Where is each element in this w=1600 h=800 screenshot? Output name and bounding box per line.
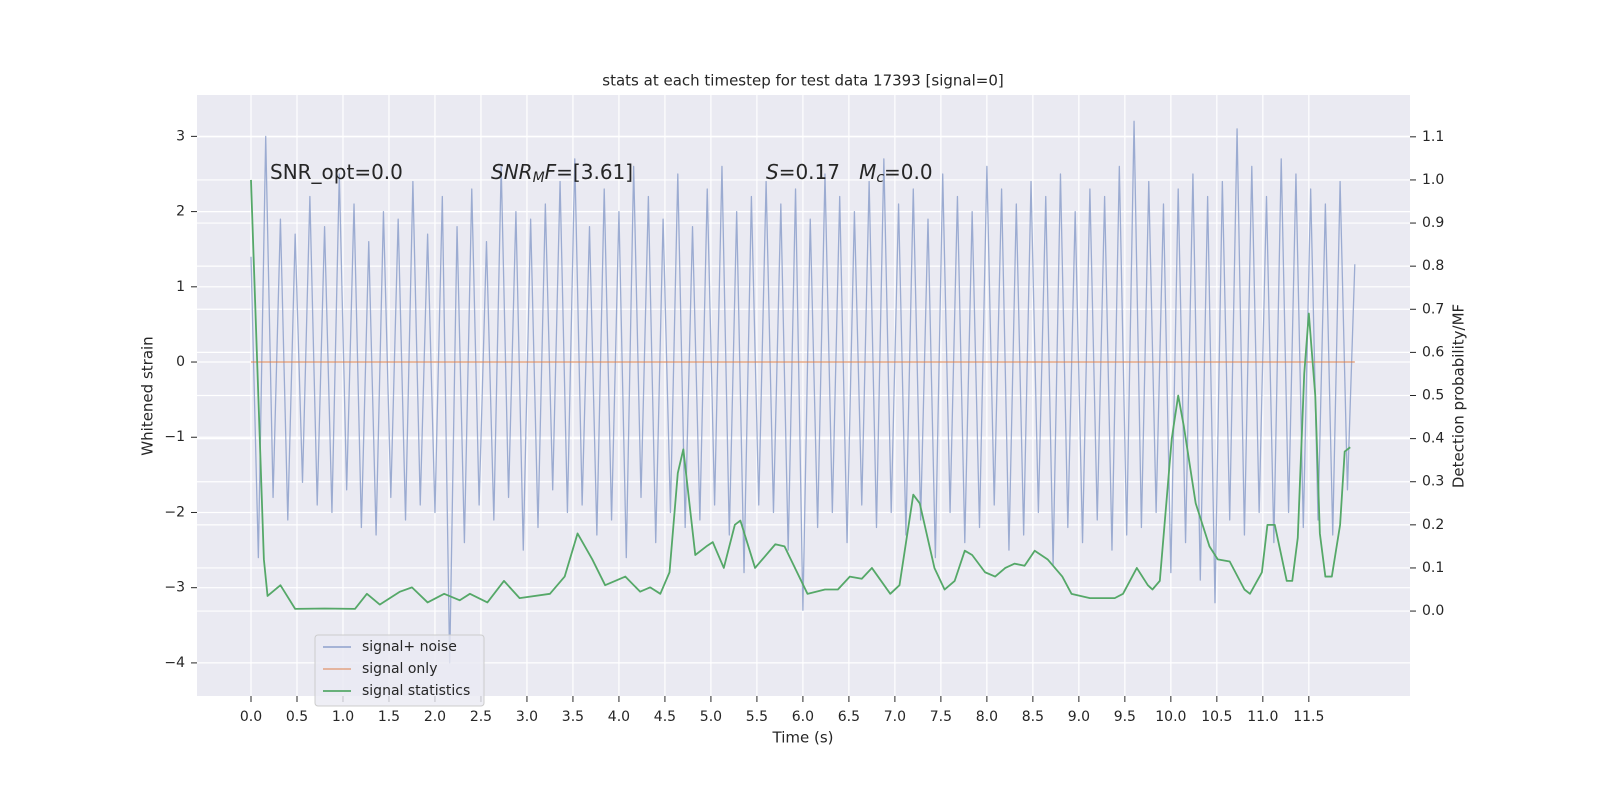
x-tick-label: 7.5	[930, 709, 952, 725]
annotation-part: =[3.61]	[556, 160, 633, 184]
series-line	[250, 120, 1356, 664]
x-tick-label: 4.5	[654, 709, 676, 725]
y-tick-label: −4	[164, 655, 185, 671]
annotation-part: M	[859, 160, 876, 184]
annotation: S=0.17 Mc=0.0	[766, 160, 933, 187]
x-tick-label: 8.5	[1022, 709, 1044, 725]
legend-box	[314, 634, 485, 707]
x-tick-label: 10.5	[1201, 709, 1232, 725]
y2-tick-label: 0.0	[1422, 603, 1444, 619]
y2-axis-label: Detection probability/MF	[1450, 304, 1468, 488]
annotation-part: SNR	[491, 160, 533, 184]
y-tick-label: 1	[176, 279, 185, 295]
chart-title: stats at each timestep for test data 173…	[602, 72, 1003, 90]
x-tick-label: 4.0	[608, 709, 630, 725]
y2-tick-label: 0.2	[1422, 517, 1444, 533]
annotation: SNR_opt=0.0	[270, 160, 403, 184]
x-tick-label: 8.0	[976, 709, 998, 725]
legend-label: signal+ noise	[362, 639, 457, 655]
x-tick-label: 1.5	[378, 709, 400, 725]
x-axis-label: Time (s)	[772, 729, 834, 747]
y-axis-label: Whitened strain	[139, 336, 157, 455]
annotation-part: =0.17	[779, 160, 859, 184]
legend: signal+ noise signal only signal statistic…	[314, 634, 485, 707]
x-tick-label: 5.0	[700, 709, 722, 725]
legend-label: signal only	[362, 661, 437, 677]
y2-tick-label: 1.0	[1422, 172, 1444, 188]
annotation: SNRMF=[3.61]	[491, 160, 633, 187]
annotation-part: c	[876, 170, 884, 186]
annotation-part: =0.0	[884, 160, 933, 184]
y2-tick-label: 0.8	[1422, 258, 1444, 274]
y2-tick-label: 0.5	[1422, 388, 1444, 404]
y-tick-label: −3	[164, 580, 185, 596]
y-tick-label: 0	[176, 354, 185, 370]
y-tick-label: 2	[176, 204, 185, 220]
annotation-part: S	[766, 160, 779, 184]
x-tick-label: 9.5	[1114, 709, 1136, 725]
y-tick-label: 3	[176, 128, 185, 144]
x-tick-label: 7.0	[884, 709, 906, 725]
x-tick-label: 11.0	[1247, 709, 1278, 725]
x-tick-label: 10.0	[1155, 709, 1186, 725]
annotation-part: F	[545, 160, 557, 184]
x-tick-label: 11.5	[1293, 709, 1324, 725]
y-tick-label: −2	[164, 504, 185, 520]
x-tick-label: 9.0	[1068, 709, 1090, 725]
legend-label: signal statistics	[362, 683, 470, 699]
x-tick-label: 6.5	[838, 709, 860, 725]
y2-tick-label: 0.3	[1422, 474, 1444, 490]
x-tick-label: 6.0	[792, 709, 814, 725]
y2-tick-label: 1.1	[1422, 129, 1444, 145]
y2-tick-label: 0.4	[1422, 431, 1444, 447]
x-tick-label: 5.5	[746, 709, 768, 725]
y2-tick-label: 0.9	[1422, 215, 1444, 231]
x-tick-label: 1.0	[332, 709, 354, 725]
annotation-part: SNR_opt=0.0	[270, 160, 403, 184]
annotation-part: M	[533, 170, 545, 186]
x-tick-label: 2.5	[470, 709, 492, 725]
x-tick-label: 0.5	[286, 709, 308, 725]
x-tick-label: 3.5	[562, 709, 584, 725]
series-line	[250, 179, 1351, 610]
x-tick-label: 3.0	[516, 709, 538, 725]
y2-tick-label: 0.7	[1422, 301, 1444, 317]
y-tick-label: −1	[164, 429, 185, 445]
y2-tick-label: 0.1	[1422, 560, 1444, 576]
y2-tick-label: 0.6	[1422, 344, 1444, 360]
x-tick-label: 0.0	[240, 709, 262, 725]
x-tick-label: 2.0	[424, 709, 446, 725]
